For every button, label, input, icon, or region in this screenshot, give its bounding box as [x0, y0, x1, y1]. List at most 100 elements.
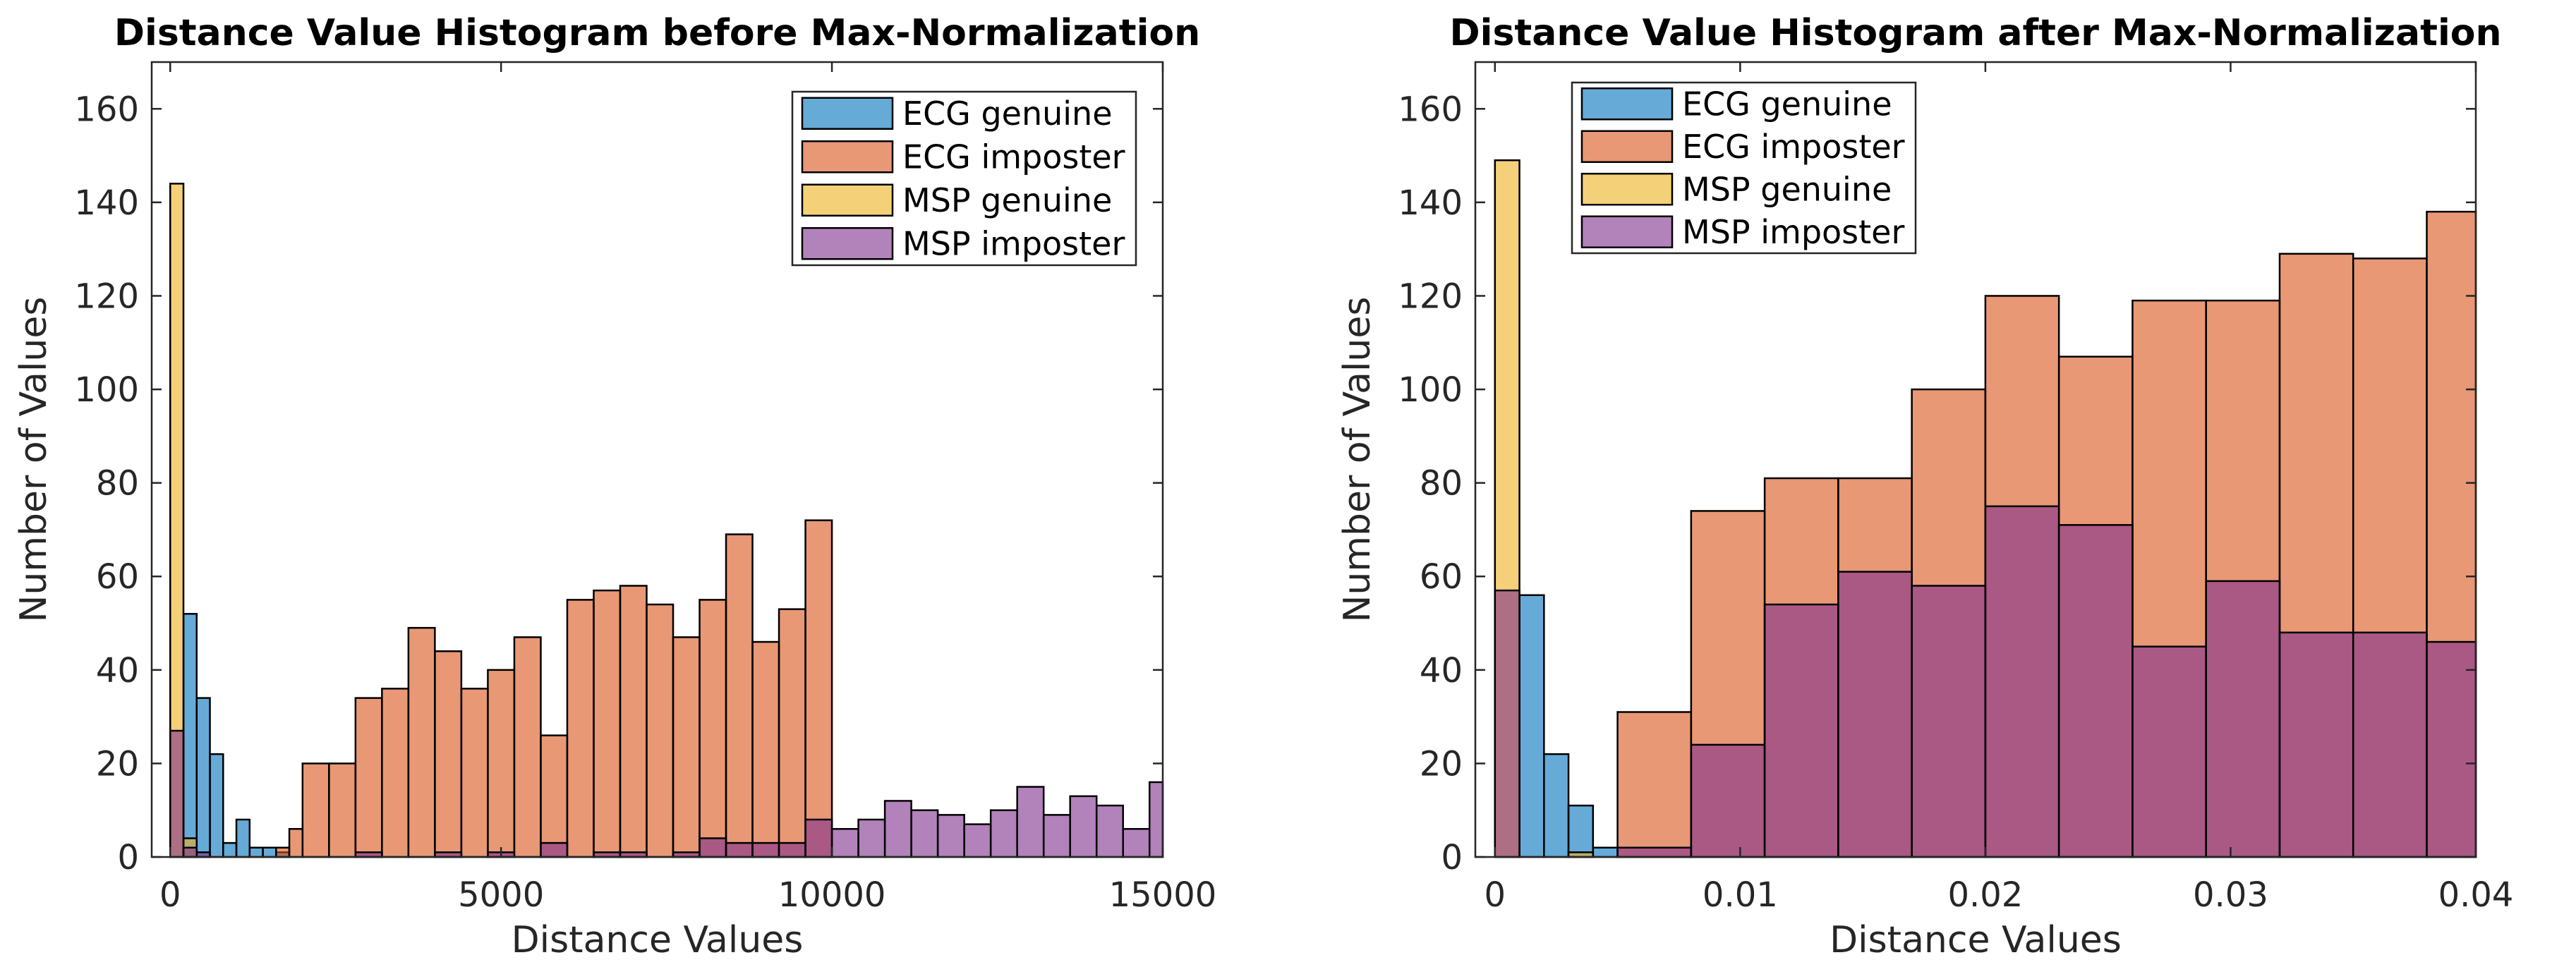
y-tick-label: 120	[74, 276, 139, 316]
bar-msp-imposter	[910, 809, 939, 858]
bar-ecg-imposter	[593, 589, 622, 858]
x-axis-label: Distance Values	[512, 919, 804, 961]
y-tick-label: 100	[74, 370, 139, 410]
legend-label-ecg-imposter: ECG imposter	[1682, 128, 1905, 166]
bar-ecg-genuine	[1567, 804, 1595, 858]
y-tick-label: 160	[1398, 90, 1463, 129]
bar-msp-imposter	[1616, 846, 1693, 858]
x-tick-label: 0.03	[2193, 875, 2268, 915]
y-axis-label: Number of Values	[1336, 297, 1379, 623]
legend-label-ecg-genuine: ECG genuine	[1682, 85, 1892, 123]
bar-ecg-genuine	[182, 613, 198, 858]
histogram-before-normalization: 0 20 40 60 80 100 120 140 160 0 5000 10000 15000 Dist…	[13, 12, 1216, 961]
histogram-after-normalization: 0 20 40 60 80 100 120 140 160 0 0.01 0.02 0.03 0.04 Di…	[1336, 12, 2513, 961]
bar-msp-imposter	[804, 818, 833, 858]
x-tick-label: 0	[159, 875, 181, 915]
bar-msp-imposter	[2131, 645, 2207, 858]
bar-ecg-genuine	[235, 818, 251, 858]
bar-msp-imposter	[1984, 505, 2060, 858]
series-ecg-genuine	[182, 613, 291, 858]
bar-msp-imposter	[725, 841, 754, 858]
y-tick-label: 60	[1420, 557, 1463, 597]
bar-msp-imposter	[1494, 589, 1520, 858]
y-tick-label: 40	[96, 651, 139, 691]
x-tick-label: 0.01	[1703, 875, 1778, 915]
bar-msp-imposter	[1122, 827, 1151, 858]
series-ecg-genuine	[1518, 594, 1619, 858]
bar-ecg-imposter	[619, 585, 648, 858]
y-tick-label: 20	[1420, 744, 1463, 784]
bar-ecg-imposter	[646, 603, 675, 858]
y-tick-label: 80	[1420, 464, 1463, 504]
x-tick-label: 0.02	[1947, 875, 2023, 915]
bar-msp-imposter	[2205, 580, 2281, 858]
legend-swatch-msp-imposter	[801, 227, 894, 260]
bar-msp-imposter	[989, 809, 1018, 858]
y-tick-label: 20	[96, 744, 139, 784]
bar-msp-imposter	[1042, 814, 1071, 858]
bar-msp-imposter	[751, 841, 780, 858]
legend-swatch-ecg-imposter	[1580, 130, 1674, 163]
axes-frame	[150, 61, 1164, 858]
bar-msp-imposter	[778, 841, 806, 858]
y-axis-label: Number of Values	[13, 297, 55, 623]
bar-msp-imposter	[830, 827, 859, 858]
bar-msp-imposter	[857, 818, 886, 858]
bar-ecg-imposter	[751, 640, 780, 858]
y-tick-label: 140	[1398, 183, 1463, 223]
series-ecg-imposter	[275, 519, 833, 858]
bar-msp-imposter	[1837, 571, 1913, 858]
bar-msp-imposter	[1148, 781, 1164, 858]
bar-ecg-genuine	[248, 846, 264, 858]
bar-ecg-imposter	[381, 688, 410, 858]
bar-ecg-genuine	[195, 697, 211, 858]
bar-ecg-imposter	[566, 599, 595, 858]
bar-ecg-imposter	[434, 650, 463, 858]
bar-ecg-imposter	[804, 519, 833, 858]
bar-msp-imposter	[2057, 524, 2134, 858]
bar-ecg-imposter	[328, 762, 357, 858]
bar-ecg-imposter	[275, 846, 291, 858]
bar-ecg-genuine	[209, 753, 224, 858]
legend: ECG genuine ECG imposter MSP genuine MSP im…	[1571, 81, 1917, 255]
bar-ecg-imposter	[672, 636, 701, 858]
bar-ecg-genuine	[222, 841, 238, 858]
bar-msp-imposter	[699, 837, 727, 858]
y-tick-label: 0	[1441, 838, 1463, 877]
series-msp-imposter	[1494, 505, 2477, 858]
bar-ecg-imposter	[699, 599, 727, 858]
chart-title: Distance Value Histogram after Max-Norma…	[1449, 12, 2501, 54]
legend-label-ecg-imposter: ECG imposter	[902, 138, 1125, 176]
y-tick-label: 80	[96, 464, 139, 504]
legend-label-ecg-genuine: ECG genuine	[902, 95, 1113, 133]
bar-msp-imposter	[1763, 603, 1839, 858]
bar-msp-imposter	[1690, 743, 1766, 858]
legend-swatch-ecg-genuine	[1580, 87, 1674, 121]
bar-msp-imposter	[883, 800, 912, 858]
bar-msp-imposter	[963, 823, 992, 858]
legend-swatch-msp-genuine	[801, 183, 894, 217]
x-tick-label: 15000	[1109, 875, 1217, 915]
legend-swatch-ecg-imposter	[801, 140, 894, 174]
bar-ecg-imposter	[513, 636, 542, 858]
y-tick-label: 100	[1398, 370, 1463, 410]
y-tick-label: 0	[117, 838, 139, 877]
bar-ecg-imposter	[354, 697, 383, 858]
y-tick-label: 120	[1398, 276, 1463, 316]
bar-msp-imposter	[540, 841, 569, 858]
bar-msp-imposter	[2278, 631, 2354, 858]
y-tick-label: 60	[96, 557, 139, 597]
bar-msp-imposter	[2352, 631, 2428, 858]
y-tick-label: 40	[1420, 651, 1463, 691]
bar-ecg-imposter	[1616, 711, 1693, 858]
bar-msp-imposter	[169, 729, 185, 858]
x-tick-label: 0.04	[2438, 875, 2514, 915]
bar-msp-imposter	[1069, 795, 1098, 858]
bar-ecg-imposter	[725, 533, 754, 858]
y-tick-label: 140	[74, 183, 139, 223]
legend-swatch-msp-imposter	[1580, 215, 1674, 248]
legend-label-msp-genuine: MSP genuine	[902, 181, 1112, 219]
chart-title: Distance Value Histogram before Max-Norm…	[114, 12, 1200, 54]
axes-frame	[1474, 61, 2477, 858]
